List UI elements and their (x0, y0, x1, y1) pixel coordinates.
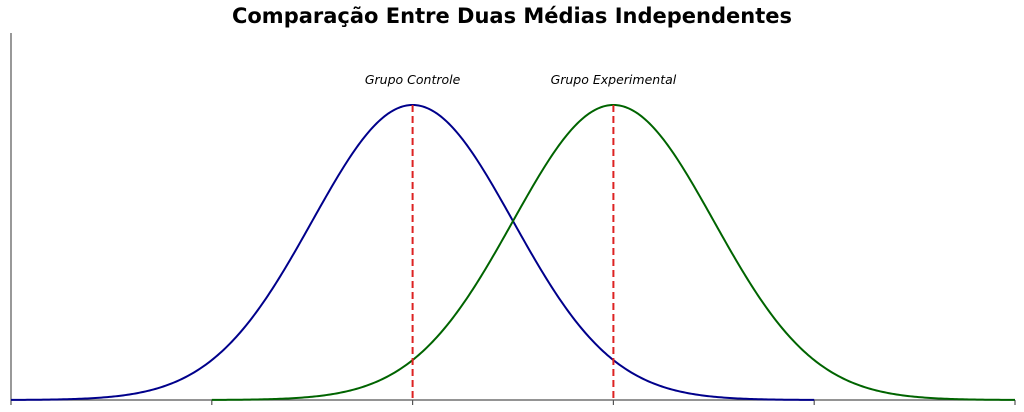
annotation-label-0: Grupo Controle (365, 72, 461, 87)
chart-title: Comparação Entre Duas Médias Independent… (231, 4, 793, 28)
annotation-label-1: Grupo Experimental (551, 72, 677, 87)
